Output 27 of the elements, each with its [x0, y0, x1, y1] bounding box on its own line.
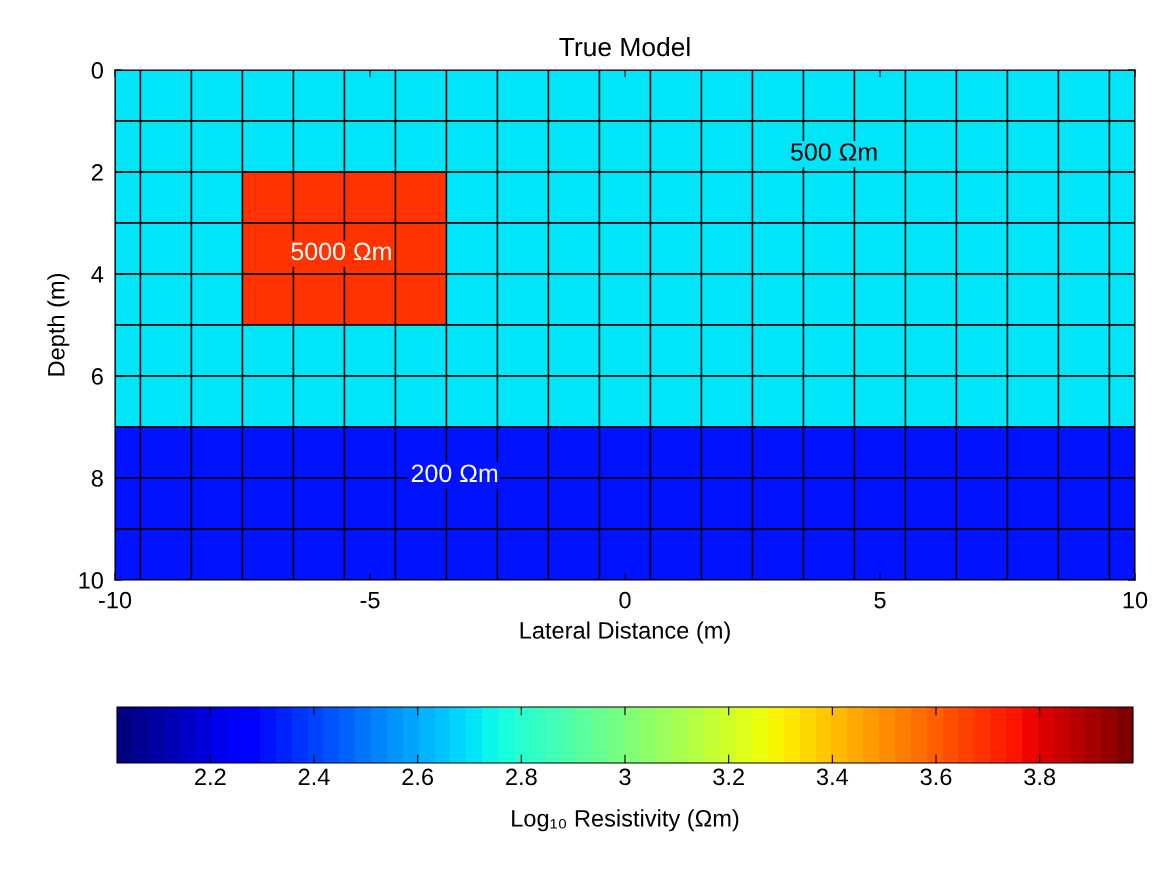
color-bar-label: 3.6: [920, 768, 952, 786]
color-bar-title: Log₁₀ Resistivity (Ωm): [512, 809, 739, 832]
x-tick-label: 5: [874, 591, 886, 609]
annotation: 200 Ωm: [411, 464, 498, 483]
y-tick-label: 4: [91, 266, 104, 283]
color-bar-label: 2.8: [506, 768, 537, 786]
annotation: 5000 Ωm: [291, 242, 391, 261]
color-bar-label: 3.2: [713, 768, 744, 786]
color-bar-label: 2.6: [402, 768, 434, 786]
y-tick-label: 0: [91, 62, 103, 79]
color-bar-label: 3.8: [1024, 768, 1056, 786]
annotation: 500 Ωm: [791, 143, 877, 161]
y-tick-label: 2: [91, 164, 103, 181]
color-bar-label: 3: [619, 768, 631, 786]
color-bar-label: 3.4: [816, 768, 849, 786]
x-tick-label: 10: [1123, 591, 1148, 609]
x-axis-title: Lateral Distance (m): [520, 621, 730, 644]
x-tick-label: -5: [360, 591, 380, 609]
x-tick-label: 0: [619, 591, 631, 609]
color-bar-label: 2.4: [298, 768, 330, 785]
color-bar-label: 2.2: [195, 768, 226, 785]
y-tick-label: 6: [91, 368, 103, 385]
chart-title: True Model: [559, 36, 690, 57]
x-tick-label: -10: [98, 591, 132, 609]
y-tick-label: 8: [91, 470, 103, 487]
y-tick-label: 10: [79, 572, 103, 589]
y-axis-title: Depth (m): [47, 273, 70, 376]
